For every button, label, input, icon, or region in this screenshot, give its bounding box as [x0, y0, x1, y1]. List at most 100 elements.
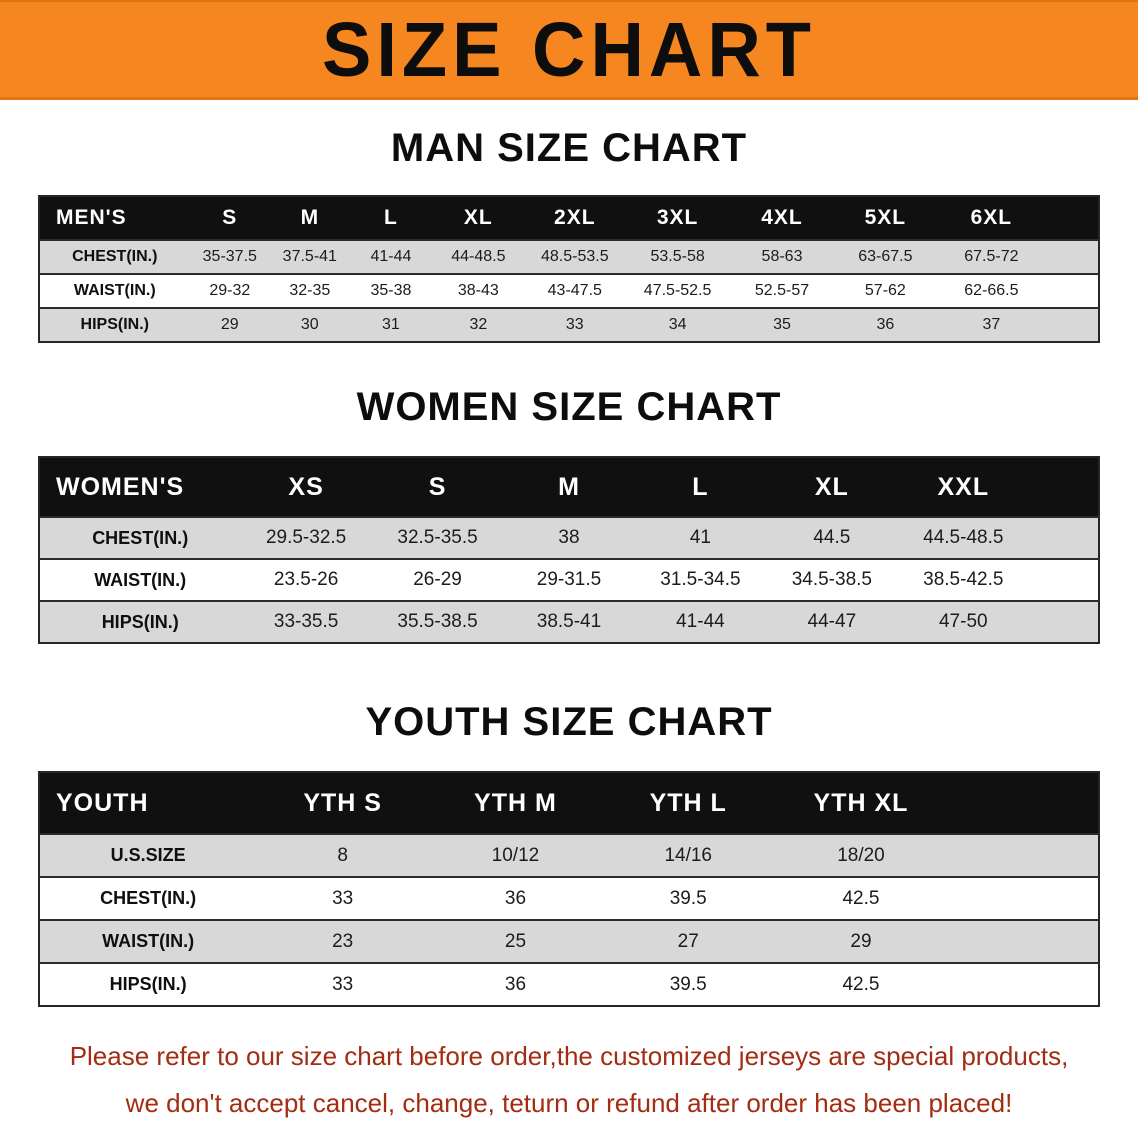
- cell-value: 26-29: [371, 559, 504, 601]
- size-column-header: 2XL: [524, 196, 626, 240]
- table-header-row: MEN'S S M L XL 2XL 3XL 4XL 5XL 6XL: [39, 196, 1099, 240]
- cell-value: 58-63: [730, 240, 834, 274]
- cell-value: 23.5-26: [240, 559, 372, 601]
- men-section: MAN SIZE CHART MEN'S S M L XL 2XL 3XL 4XL 5XL 6XL…: [0, 126, 1138, 343]
- cell-value: 35: [730, 308, 834, 342]
- size-column-header: XL: [766, 457, 898, 517]
- size-column-header: 5XL: [833, 196, 937, 240]
- size-column-header: 3XL: [625, 196, 731, 240]
- youth-size-table: YOUTH YTH S YTH M YTH L YTH XL U.S.SIZE 8 10/12…: [38, 771, 1100, 1007]
- cell-value: 23: [256, 920, 430, 963]
- filler-cell: [947, 877, 1099, 920]
- cell-value: 36: [429, 963, 602, 1006]
- table-row: U.S.SIZE 8 10/12 14/16 18/20: [39, 834, 1099, 877]
- cell-value: 57-62: [833, 274, 937, 308]
- cell-value: 41-44: [634, 601, 767, 643]
- cell-value: 33: [256, 877, 430, 920]
- size-column-header: M: [503, 457, 635, 517]
- cell-value: 29-32: [189, 274, 271, 308]
- cell-value: 52.5-57: [730, 274, 834, 308]
- cell-value: 47-50: [897, 601, 1030, 643]
- cell-value: 42.5: [774, 963, 948, 1006]
- youth-section-heading: YOUTH SIZE CHART: [365, 700, 773, 744]
- men-size-table-grid: MEN'S S M L XL 2XL 3XL 4XL 5XL 6XL CHEST(IN.) 35-37…: [38, 195, 1100, 343]
- row-label: CHEST(IN.): [39, 877, 257, 920]
- cell-value: 35-38: [349, 274, 433, 308]
- size-column-header: L: [634, 457, 767, 517]
- cell-value: 42.5: [774, 877, 948, 920]
- cell-value: 37: [936, 308, 1046, 342]
- table-row: CHEST(IN.) 33 36 39.5 42.5: [39, 877, 1099, 920]
- filler-cell: [1029, 601, 1099, 643]
- filler-header: [947, 772, 1099, 834]
- cell-value: 53.5-58: [625, 240, 731, 274]
- size-column-header: S: [189, 196, 271, 240]
- table-row: HIPS(IN.) 33-35.5 35.5-38.5 38.5-41 41-44 44-…: [39, 601, 1099, 643]
- cell-value: 14/16: [601, 834, 775, 877]
- disclaimer-line-2: we don't accept cancel, change, teturn o…: [125, 1088, 1013, 1118]
- disclaimer: Please refer to our size chart before or…: [0, 1033, 1138, 1127]
- cell-value: 34: [625, 308, 731, 342]
- cell-value: 29-31.5: [503, 559, 635, 601]
- cell-value: 33: [256, 963, 430, 1006]
- cell-value: 44-48.5: [432, 240, 525, 274]
- size-chart-banner: SIZE CHART: [0, 0, 1138, 100]
- page-title: SIZE CHART: [322, 5, 816, 93]
- cell-value: 37.5-41: [270, 240, 350, 274]
- cell-value: 47.5-52.5: [625, 274, 731, 308]
- cell-value: 44-47: [766, 601, 898, 643]
- table-row: WAIST(IN.) 23 25 27 29: [39, 920, 1099, 963]
- group-header: MEN'S: [39, 196, 190, 240]
- cell-value: 67.5-72: [936, 240, 1046, 274]
- size-column-header: YTH M: [429, 772, 602, 834]
- men-section-heading: MAN SIZE CHART: [390, 126, 748, 170]
- table-row: HIPS(IN.) 33 36 39.5 42.5: [39, 963, 1099, 1006]
- row-label: CHEST(IN.): [39, 240, 190, 274]
- filler-cell: [1045, 308, 1099, 342]
- filler-cell: [947, 920, 1099, 963]
- size-column-header: L: [349, 196, 433, 240]
- women-section: WOMEN SIZE CHART WOMEN'S XS S M L XL XXL CHEST(…: [0, 385, 1138, 644]
- cell-value: 31: [349, 308, 433, 342]
- row-label: WAIST(IN.): [39, 920, 257, 963]
- filler-cell: [1045, 274, 1099, 308]
- cell-value: 44.5: [766, 517, 898, 559]
- size-column-header: YTH S: [256, 772, 430, 834]
- cell-value: 62-66.5: [936, 274, 1046, 308]
- cell-value: 38.5-41: [503, 601, 635, 643]
- cell-value: 41: [634, 517, 767, 559]
- row-label: CHEST(IN.): [39, 517, 241, 559]
- cell-value: 27: [601, 920, 775, 963]
- group-header: WOMEN'S: [39, 457, 241, 517]
- cell-value: 35-37.5: [189, 240, 271, 274]
- table-row: WAIST(IN.) 23.5-26 26-29 29-31.5 31.5-34.5 34…: [39, 559, 1099, 601]
- cell-value: 38-43: [432, 274, 525, 308]
- women-section-heading: WOMEN SIZE CHART: [356, 385, 782, 429]
- cell-value: 36: [833, 308, 937, 342]
- cell-value: 43-47.5: [524, 274, 626, 308]
- cell-value: 63-67.5: [833, 240, 937, 274]
- cell-value: 32: [432, 308, 525, 342]
- size-column-header: YTH L: [601, 772, 775, 834]
- size-column-header: XL: [432, 196, 525, 240]
- size-column-header: 4XL: [730, 196, 834, 240]
- row-label: HIPS(IN.): [39, 963, 257, 1006]
- cell-value: 29: [774, 920, 948, 963]
- table-row: WAIST(IN.) 29-32 32-35 35-38 38-43 43-47.5 47.…: [39, 274, 1099, 308]
- filler-cell: [947, 963, 1099, 1006]
- youth-section: YOUTH SIZE CHART YOUTH YTH S YTH M YTH L YTH…: [0, 700, 1138, 1007]
- size-column-header: M: [270, 196, 350, 240]
- cell-value: 32-35: [270, 274, 350, 308]
- size-column-header: YTH XL: [774, 772, 948, 834]
- disclaimer-line-1: Please refer to our size chart before or…: [69, 1041, 1069, 1071]
- size-column-header: 6XL: [936, 196, 1046, 240]
- filler-cell: [947, 834, 1099, 877]
- cell-value: 48.5-53.5: [524, 240, 626, 274]
- cell-value: 39.5: [601, 963, 775, 1006]
- cell-value: 38: [503, 517, 635, 559]
- row-label: U.S.SIZE: [39, 834, 257, 877]
- women-size-table: WOMEN'S XS S M L XL XXL CHEST(IN.) 29.5-32.5 32.5…: [38, 456, 1100, 644]
- filler-header: [1029, 457, 1099, 517]
- size-column-header: S: [371, 457, 504, 517]
- youth-size-table-grid: YOUTH YTH S YTH M YTH L YTH XL U.S.SIZE 8 10/12…: [38, 771, 1100, 1007]
